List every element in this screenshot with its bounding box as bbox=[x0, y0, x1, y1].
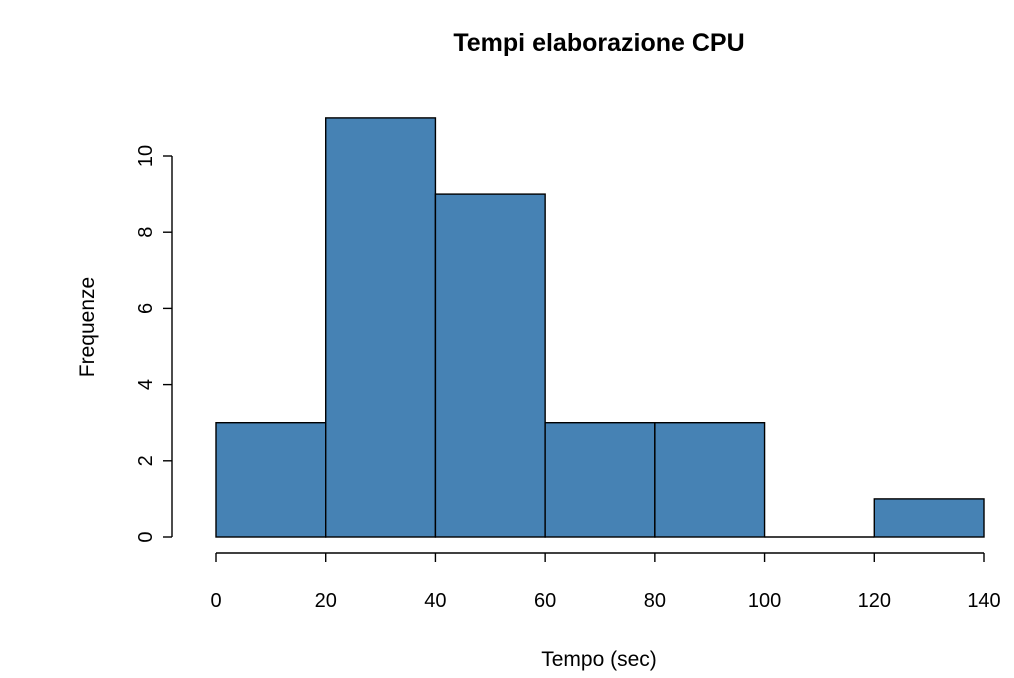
x-tick-label: 0 bbox=[210, 590, 221, 612]
histogram-bars bbox=[215, 117, 985, 538]
x-tick-label: 20 bbox=[315, 590, 337, 612]
histogram-bar bbox=[215, 422, 327, 538]
x-tick-label: 40 bbox=[424, 590, 446, 612]
x-tick-label: 80 bbox=[644, 590, 666, 612]
chart-title: Tempi elaborazione CPU bbox=[453, 29, 744, 57]
x-tick-label: 140 bbox=[967, 590, 1000, 612]
x-axis-label: Tempo (sec) bbox=[541, 648, 657, 671]
y-tick-label: 6 bbox=[135, 303, 157, 314]
y-tick-label: 8 bbox=[135, 227, 157, 238]
histogram-bar bbox=[325, 117, 437, 538]
x-tick-label: 60 bbox=[534, 590, 556, 612]
y-tick-label: 0 bbox=[135, 531, 157, 542]
y-axis: 0 2 4 6 8 10 bbox=[135, 145, 173, 543]
y-tick-label: 10 bbox=[135, 145, 157, 167]
x-tick-label: 120 bbox=[858, 590, 891, 612]
x-axis: 0 20 40 60 80 100 120 140 bbox=[210, 552, 1001, 612]
histogram-bar bbox=[434, 193, 546, 538]
histogram-bar bbox=[873, 498, 985, 538]
histogram-bar bbox=[654, 422, 766, 538]
histogram-bar bbox=[544, 422, 656, 538]
y-tick-label: 4 bbox=[135, 379, 157, 390]
y-tick-label: 2 bbox=[135, 455, 157, 466]
y-axis-label: Frequenze bbox=[76, 277, 99, 377]
x-tick-label: 100 bbox=[748, 590, 781, 612]
